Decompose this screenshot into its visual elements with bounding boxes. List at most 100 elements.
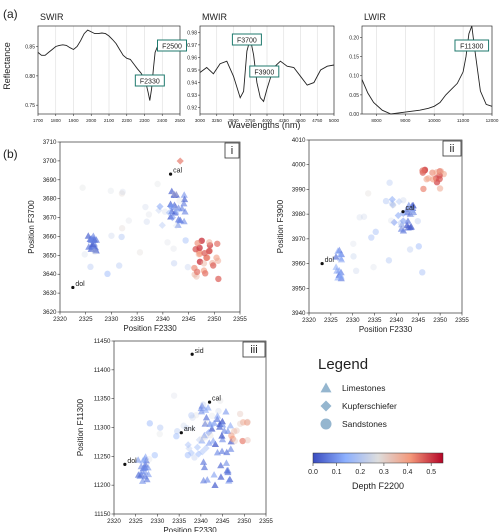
circle-marker bbox=[408, 206, 416, 214]
x-tick-label: 10000 bbox=[428, 118, 441, 123]
y-tick-label: 0.20 bbox=[349, 35, 359, 41]
x-tick-label: 2325 bbox=[79, 316, 93, 323]
x-tick-label: 2340 bbox=[194, 518, 208, 525]
feature-annotation-label: F11300 bbox=[460, 44, 483, 51]
plot-frame bbox=[59, 141, 241, 313]
reference-point-dol bbox=[71, 285, 75, 290]
circle-marker bbox=[385, 257, 393, 264]
triangle-marker bbox=[403, 221, 411, 229]
x-tick-label: 2500 bbox=[175, 118, 186, 123]
y-tick-label: 3970 bbox=[292, 236, 306, 243]
reference-point-cal bbox=[401, 210, 405, 214]
y-tick-label: 3710 bbox=[43, 139, 57, 146]
circle-marker bbox=[236, 410, 244, 418]
diamond-marker bbox=[399, 217, 407, 225]
circle-marker bbox=[420, 185, 427, 193]
diamond-marker bbox=[193, 443, 202, 451]
circle-marker bbox=[182, 237, 189, 244]
triangle-marker bbox=[206, 420, 214, 427]
triangle-marker bbox=[406, 210, 414, 217]
diamond-marker bbox=[187, 449, 195, 457]
y-tick-label: 0.96 bbox=[187, 55, 197, 61]
circle-marker bbox=[174, 428, 181, 435]
circle-marker bbox=[360, 213, 368, 220]
circle-marker bbox=[388, 217, 395, 224]
triangle-marker bbox=[138, 477, 147, 484]
triangle-marker bbox=[134, 471, 143, 478]
spectrum-chart-mwir: MWIR 3000 3250 3500 3750 4000 4250 4500 4750 5000… bbox=[187, 12, 339, 123]
triangle-marker bbox=[210, 471, 218, 478]
reference-point-dol bbox=[123, 462, 127, 467]
y-tick-label: 11300 bbox=[94, 425, 111, 432]
triangle-marker bbox=[337, 255, 346, 263]
legend-title: Legend bbox=[318, 356, 368, 373]
x-axis-label: Position F2330 bbox=[123, 324, 177, 333]
y-tick-label: 3650 bbox=[43, 252, 57, 259]
x-tick-label: 2340 bbox=[390, 317, 404, 324]
y-tick-label: 3640 bbox=[43, 271, 57, 278]
x-tick-label: 2335 bbox=[172, 518, 186, 525]
spectrum-line bbox=[361, 25, 493, 115]
circle-marker bbox=[118, 225, 126, 232]
triangle-marker bbox=[334, 247, 342, 254]
triangle-marker bbox=[139, 457, 147, 464]
circle-marker bbox=[161, 208, 169, 215]
diamond-marker bbox=[195, 436, 203, 444]
scatter-chart-i: 2320 2325 2330 2335 2340 2345 2350 2355 3620 3630… bbox=[27, 139, 247, 333]
y-tick-label: 0.05 bbox=[349, 93, 359, 99]
triangle-marker bbox=[204, 404, 212, 411]
circle-marker bbox=[107, 187, 115, 195]
y-tick-label: 3980 bbox=[292, 211, 306, 218]
y-tick-label: 0.10 bbox=[349, 74, 359, 80]
y-tick-label: 0.93 bbox=[187, 93, 197, 99]
triangle-marker bbox=[213, 448, 222, 456]
circle-marker bbox=[170, 392, 178, 399]
triangle-marker bbox=[223, 448, 231, 456]
triangle-marker bbox=[199, 458, 208, 465]
diamond-marker bbox=[165, 209, 173, 217]
feature-annotation-label: F3900 bbox=[254, 70, 274, 77]
triangle-marker bbox=[218, 432, 226, 439]
triangle-marker bbox=[218, 447, 226, 455]
feature-annotation-box bbox=[157, 39, 187, 52]
x-tick-label: 4250 bbox=[279, 118, 290, 123]
circle-marker bbox=[184, 451, 192, 459]
feature-annotation-label: F3700 bbox=[237, 38, 257, 45]
triangle-marker bbox=[217, 461, 225, 469]
circle-marker bbox=[415, 243, 423, 250]
circle-marker bbox=[156, 424, 164, 431]
diamond-marker bbox=[194, 450, 203, 458]
circle-marker bbox=[184, 263, 192, 271]
triangle-marker bbox=[218, 435, 227, 443]
spectrum-chart-swir: SWIR 1700 1800 1900 2000 2100 2200 2300 2400 2500… bbox=[25, 12, 187, 123]
diamond-marker bbox=[189, 424, 197, 432]
triangle-marker bbox=[208, 425, 216, 432]
x-tick-label: 2345 bbox=[411, 317, 425, 324]
circle-marker bbox=[202, 433, 209, 441]
circle-marker bbox=[400, 197, 407, 204]
diamond-marker bbox=[172, 204, 180, 212]
x-tick-label: 2300 bbox=[139, 118, 150, 123]
x-tick-label: 9000 bbox=[400, 118, 411, 123]
triangle-marker bbox=[224, 466, 232, 474]
reference-point-ank bbox=[179, 431, 183, 435]
triangle-marker bbox=[180, 195, 189, 203]
triangle-marker bbox=[332, 253, 340, 260]
plot-frame bbox=[199, 25, 335, 115]
legend-label: Sandstones bbox=[342, 419, 387, 429]
feature-annotation-box bbox=[454, 39, 490, 52]
y-tick-label: 11250 bbox=[94, 453, 111, 460]
y-tick-label: 11150 bbox=[94, 511, 111, 518]
x-tick-label: 1900 bbox=[68, 118, 79, 123]
y-tick-label: 3620 bbox=[43, 309, 57, 316]
circle-marker bbox=[118, 190, 126, 197]
triangle-marker bbox=[198, 437, 206, 444]
triangle-marker bbox=[398, 220, 406, 228]
diamond-marker bbox=[176, 157, 184, 165]
x-tick-label: 2320 bbox=[53, 316, 67, 323]
triangle-marker bbox=[89, 240, 97, 248]
circle-marker bbox=[214, 257, 222, 264]
y-axis-label: Position F3700 bbox=[27, 200, 36, 254]
circle-marker bbox=[244, 437, 251, 444]
circle-marker bbox=[192, 411, 200, 419]
